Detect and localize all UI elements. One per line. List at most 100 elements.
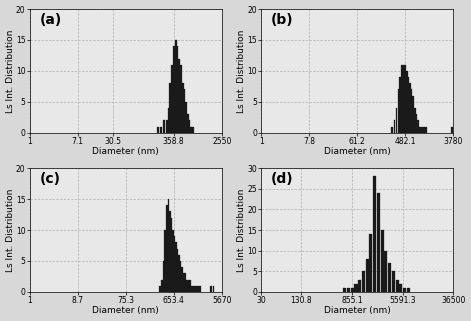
X-axis label: Diameter (nm): Diameter (nm) (324, 307, 390, 316)
Bar (171, 218, 172, 292)
Bar (162, 280, 163, 292)
Bar (170, 83, 172, 133)
Bar (425, 126, 427, 133)
Bar (181, 267, 183, 292)
Bar (392, 271, 395, 292)
Bar (351, 288, 354, 292)
Text: (c): (c) (40, 172, 60, 186)
Bar (190, 126, 192, 133)
Bar (186, 280, 187, 292)
Bar (423, 126, 425, 133)
X-axis label: Diameter (nm): Diameter (nm) (92, 307, 159, 316)
Bar (414, 108, 415, 133)
Bar (396, 108, 398, 133)
Bar (177, 248, 179, 292)
Bar (211, 286, 212, 292)
Bar (185, 102, 187, 133)
Bar (415, 114, 417, 133)
Text: (b): (b) (271, 13, 293, 27)
Bar (188, 120, 190, 133)
Bar (403, 65, 404, 133)
Bar (200, 286, 201, 292)
Bar (169, 212, 171, 292)
Bar (362, 271, 365, 292)
Bar (421, 126, 422, 133)
Text: (a): (a) (40, 13, 62, 27)
Bar (422, 126, 423, 133)
Bar (179, 255, 180, 292)
Text: (d): (d) (271, 172, 293, 186)
Bar (185, 273, 186, 292)
Bar (178, 58, 180, 133)
Bar (165, 120, 168, 133)
Bar (398, 90, 399, 133)
Bar (198, 286, 200, 292)
Bar (159, 286, 161, 292)
Bar (168, 199, 169, 292)
Bar (373, 177, 376, 292)
Y-axis label: Ls Int. Distribution: Ls Int. Distribution (6, 29, 15, 113)
Bar (181, 83, 184, 133)
Bar (409, 83, 411, 133)
Bar (343, 288, 346, 292)
Bar (194, 286, 195, 292)
Bar (176, 46, 179, 133)
Bar (407, 288, 410, 292)
Bar (358, 280, 361, 292)
Bar (391, 126, 393, 133)
Bar (183, 273, 185, 292)
Bar (173, 46, 175, 133)
Bar (180, 261, 181, 292)
Bar (162, 120, 165, 133)
Bar (160, 126, 162, 133)
Bar (451, 126, 453, 133)
Y-axis label: Ls Int. Distribution: Ls Int. Distribution (6, 188, 15, 272)
Y-axis label: Ls Int. Distribution: Ls Int. Distribution (237, 29, 246, 113)
Bar (407, 77, 409, 133)
Bar (355, 284, 357, 292)
Bar (195, 286, 197, 292)
Bar (404, 65, 406, 133)
Bar (189, 280, 191, 292)
Bar (183, 90, 185, 133)
Bar (168, 108, 170, 133)
Bar (394, 120, 395, 133)
Bar (166, 205, 168, 292)
Bar (175, 40, 177, 133)
Bar (187, 114, 188, 133)
Bar (396, 280, 398, 292)
Bar (174, 236, 175, 292)
Bar (406, 71, 407, 133)
Bar (399, 284, 402, 292)
Bar (172, 230, 174, 292)
Bar (412, 96, 414, 133)
Bar (401, 65, 403, 133)
Bar (164, 230, 166, 292)
Bar (179, 65, 182, 133)
Bar (417, 120, 419, 133)
Bar (399, 77, 401, 133)
Bar (171, 65, 173, 133)
Bar (191, 126, 194, 133)
Bar (419, 126, 421, 133)
Bar (377, 193, 380, 292)
Bar (191, 286, 192, 292)
Bar (212, 286, 214, 292)
Bar (365, 259, 369, 292)
Bar (157, 126, 159, 133)
Bar (384, 251, 388, 292)
Bar (197, 286, 198, 292)
Bar (163, 261, 164, 292)
Bar (411, 90, 412, 133)
Bar (403, 288, 406, 292)
Bar (192, 286, 194, 292)
Y-axis label: Ls Int. Distribution: Ls Int. Distribution (237, 188, 246, 272)
Bar (347, 288, 350, 292)
Bar (381, 230, 384, 292)
Bar (369, 234, 373, 292)
X-axis label: Diameter (nm): Diameter (nm) (324, 147, 390, 156)
Bar (175, 242, 177, 292)
Bar (388, 263, 391, 292)
X-axis label: Diameter (nm): Diameter (nm) (92, 147, 159, 156)
Bar (187, 280, 189, 292)
